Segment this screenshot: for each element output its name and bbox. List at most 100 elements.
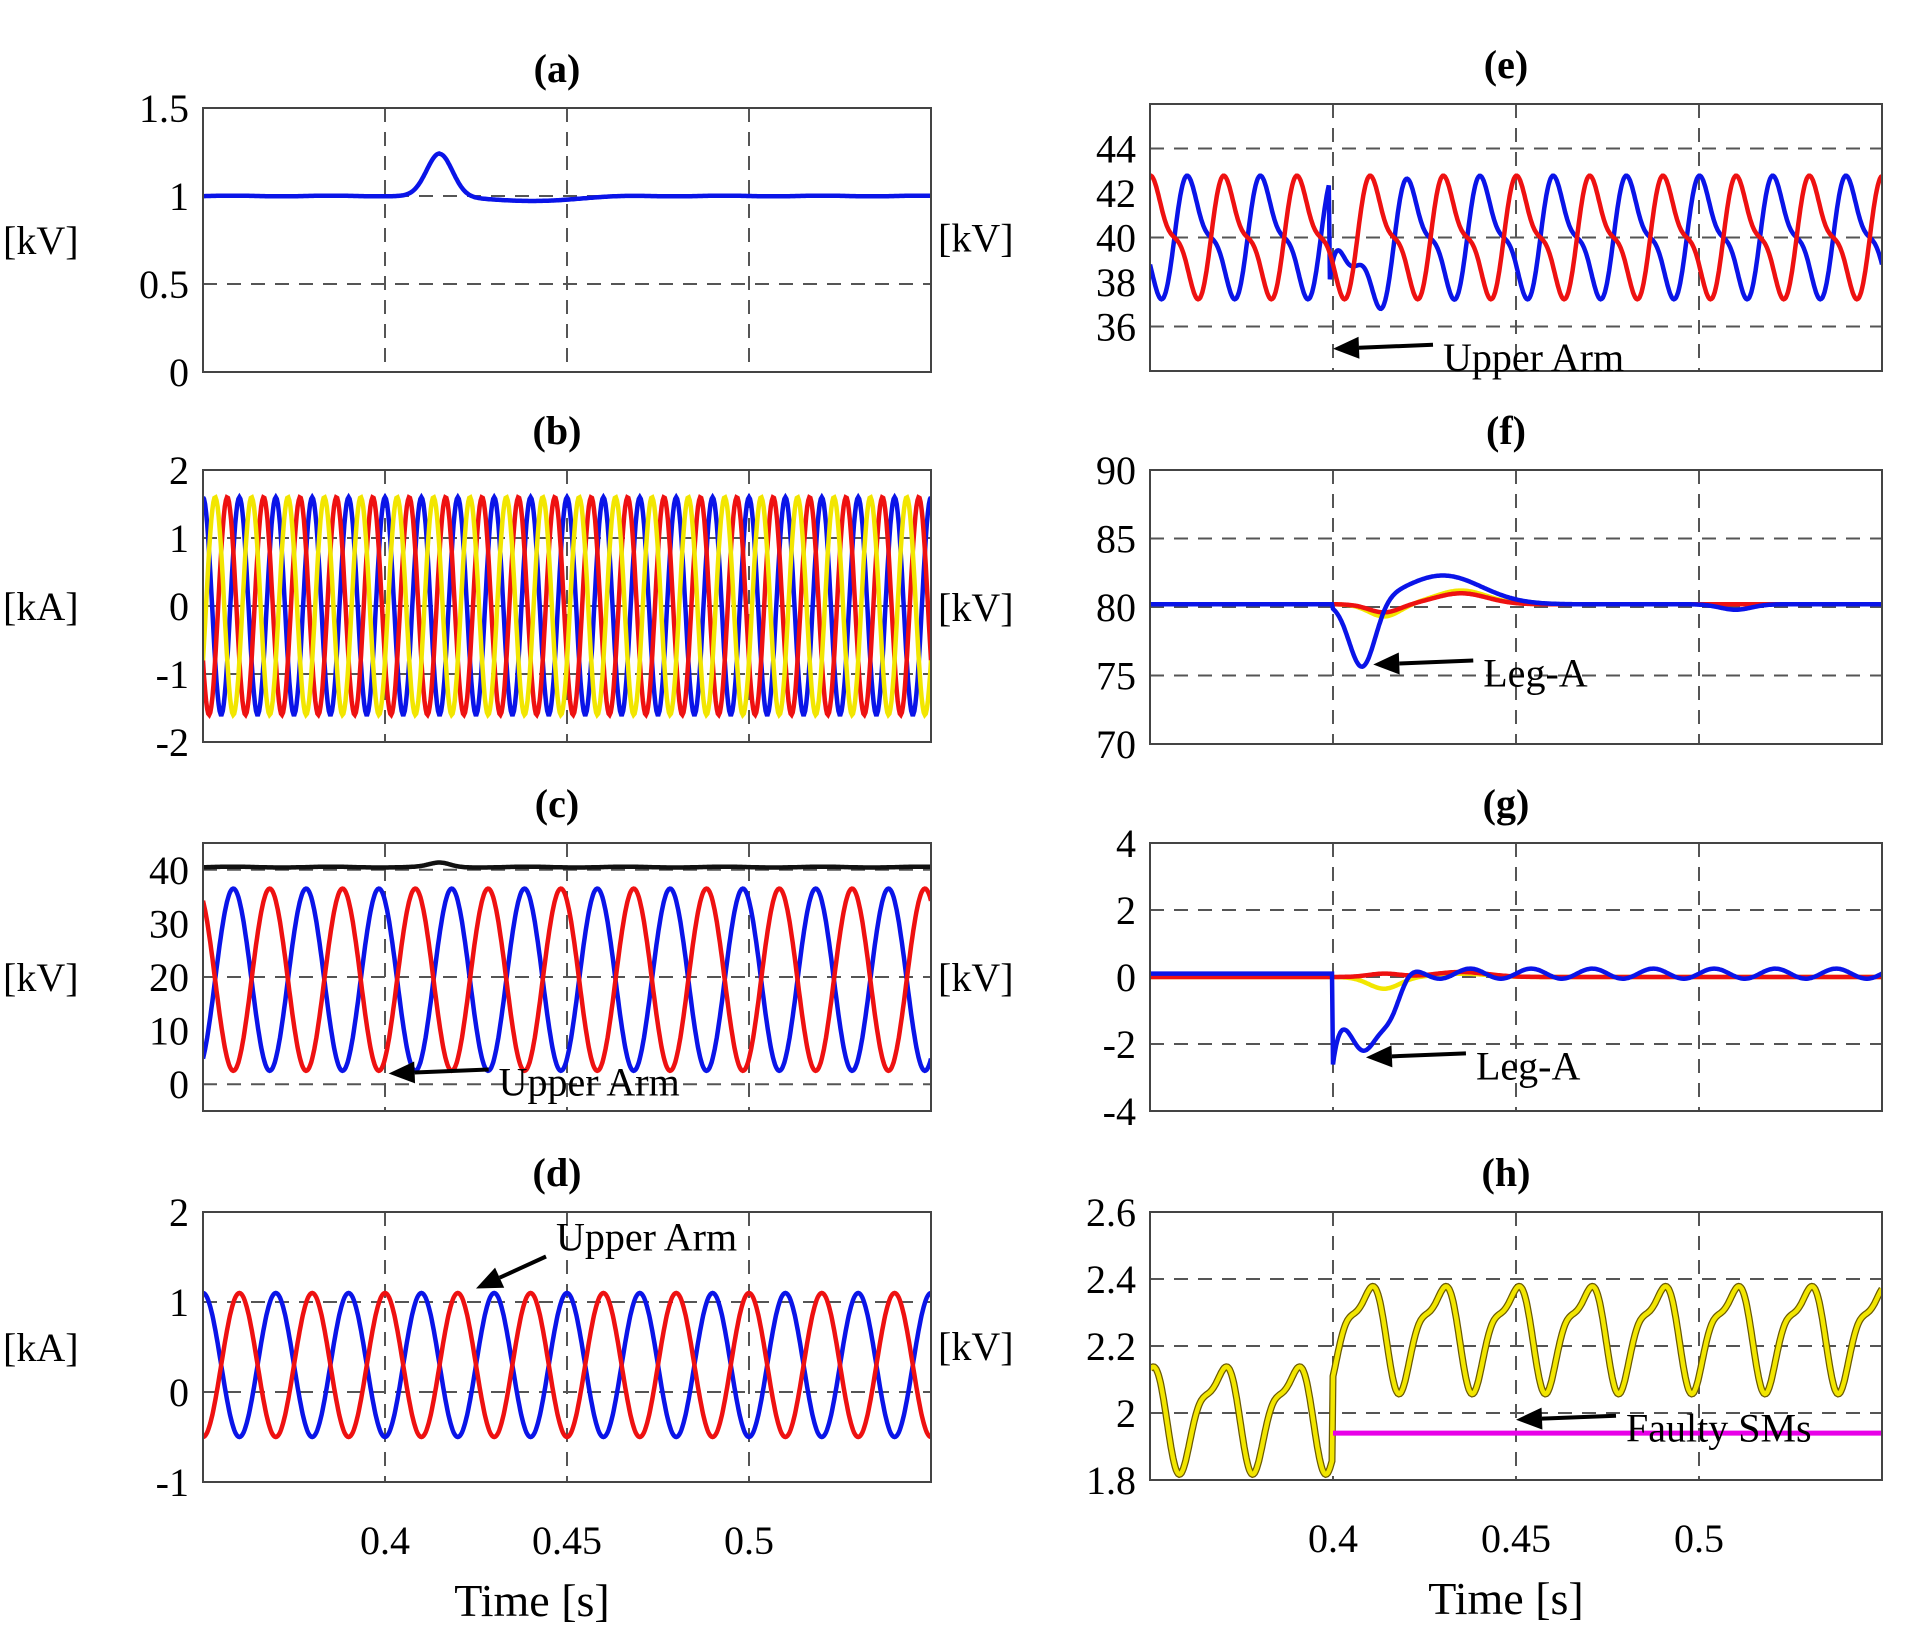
series-leg-b — [1150, 969, 1882, 980]
series-healthy-sms — [1150, 1284, 1882, 1477]
x-tick-label: 0.5 — [724, 1518, 774, 1563]
y-tick-label: 0 — [169, 350, 189, 395]
y-tick-label: 44 — [1096, 127, 1136, 172]
y-axis-label: [kA] — [3, 1325, 79, 1370]
panel-f: (f) [kV] 70 75 80 85 90 Leg-A — [938, 408, 1883, 767]
y-tick-label: 0 — [1116, 955, 1136, 1000]
x-axis-label: Time [s] — [454, 1575, 610, 1626]
y-axis-label: [kV] — [938, 1324, 1014, 1369]
x-axis-label: Time [s] — [1428, 1573, 1584, 1624]
y-tick-label: 2.4 — [1086, 1257, 1136, 1302]
annotation-label: Leg-A — [1483, 651, 1588, 696]
y-tick-label: 0 — [169, 1062, 189, 1107]
annotation-arrow-line — [1541, 1413, 1617, 1421]
series-phase-c — [203, 494, 931, 719]
panel-d: (d) [kA] -1 0 1 2 0.4 0.45 0.5 Time [s] Upper Arm — [3, 1150, 932, 1626]
series-lower-arm — [203, 886, 931, 1074]
annotation-label: Upper Arm — [499, 1059, 680, 1104]
y-tick-label: -1 — [156, 652, 189, 697]
plot-frame — [1149, 103, 1883, 372]
y-tick-label: 75 — [1096, 654, 1136, 699]
y-tick-label: 40 — [149, 848, 189, 893]
panel-title: (a) — [534, 46, 581, 91]
panel-title: (d) — [533, 1150, 582, 1195]
y-tick-label: 42 — [1096, 171, 1136, 216]
y-tick-label: 1 — [169, 516, 189, 561]
y-tick-label: 2 — [1116, 888, 1136, 933]
y-tick-label: 1.8 — [1086, 1458, 1136, 1503]
y-tick-label: -2 — [1103, 1022, 1136, 1067]
y-tick-label: 85 — [1096, 517, 1136, 562]
annotation-label: Upper Arm — [1443, 335, 1624, 380]
x-tick-label: 0.45 — [1481, 1516, 1551, 1561]
y-tick-label: 2 — [169, 1190, 189, 1235]
y-tick-label: 0 — [169, 584, 189, 629]
plot-frame — [202, 469, 932, 743]
panel-h: (h) [kV] 1.8 2 2.2 2.4 2.6 0.4 0.45 0.5 Time [s] Fa… — [938, 1150, 1883, 1624]
annotation-arrowhead — [1365, 1045, 1393, 1068]
annotation-arrow-line — [1358, 342, 1434, 350]
series-lower-arm — [1150, 173, 1882, 302]
annotation-arrowhead — [1333, 336, 1360, 359]
y-tick-label: 80 — [1096, 585, 1136, 630]
y-tick-label: 2 — [169, 448, 189, 493]
y-tick-label: -1 — [156, 1460, 189, 1505]
annotation-label: Faulty SMs — [1626, 1406, 1812, 1451]
panel-title: (c) — [535, 781, 579, 826]
panel-title: (e) — [1484, 42, 1528, 87]
x-tick-label: 0.4 — [1308, 1516, 1358, 1561]
annotation-arrow-line — [1399, 658, 1474, 666]
y-tick-label: 2.2 — [1086, 1324, 1136, 1369]
y-tick-label: 2 — [1116, 1391, 1136, 1436]
y-tick-label: 20 — [149, 955, 189, 1000]
annotation-arrow-line — [498, 1254, 547, 1280]
y-tick-label: 1 — [169, 1280, 189, 1325]
series-upper-arm — [1150, 173, 1882, 312]
plot-frame — [1149, 469, 1883, 745]
y-axis-label: [kV] — [938, 955, 1014, 1000]
x-tick-label: 0.5 — [1674, 1516, 1724, 1561]
series-leg-a — [1150, 966, 1882, 1065]
series-upper-arm — [203, 1290, 931, 1440]
y-tick-label: -2 — [156, 720, 189, 765]
y-tick-label: 2.6 — [1086, 1190, 1136, 1235]
y-tick-label: -4 — [1103, 1089, 1136, 1134]
y-tick-label: 0.5 — [139, 262, 189, 307]
plot-frame — [202, 1211, 932, 1483]
x-tick-label: 0.45 — [532, 1518, 602, 1563]
y-axis-label: [kV] — [938, 585, 1014, 630]
annotation-arrow-line — [1391, 1051, 1467, 1059]
plot-frame — [1149, 1211, 1883, 1481]
panel-b: (b) [kA] -2 -1 0 1 2 — [3, 408, 932, 765]
panel-title: (h) — [1482, 1150, 1531, 1195]
annotation-arrow-line — [414, 1067, 489, 1075]
series-lower-arm — [203, 1290, 931, 1440]
panel-a: (a) [kV] 0 0.5 1 1.5 — [3, 46, 932, 395]
y-tick-label: 10 — [149, 1009, 189, 1054]
panel-title: (g) — [1483, 781, 1530, 826]
y-tick-label: 70 — [1096, 722, 1136, 767]
annotation-arrowhead — [1516, 1407, 1543, 1430]
plot-frame — [202, 107, 932, 373]
annotation-label: Upper Arm — [556, 1215, 737, 1260]
annotation-arrowhead — [1373, 652, 1400, 675]
panel-c: (c) [kV] 0 10 20 30 40 Upper Arm — [3, 781, 932, 1112]
y-tick-label: 0 — [169, 1370, 189, 1415]
panel-title: (b) — [533, 408, 582, 453]
y-tick-label: 38 — [1096, 260, 1136, 305]
x-tick-label: 0.4 — [360, 1518, 410, 1563]
annotation-label: Leg-A — [1476, 1043, 1581, 1088]
plot-frame — [202, 842, 932, 1112]
panel-title: (f) — [1486, 408, 1526, 453]
y-axis-label: [kV] — [938, 216, 1014, 261]
annotation-arrowhead — [388, 1061, 416, 1084]
y-tick-label: 36 — [1096, 305, 1136, 350]
series-leg-a — [1150, 573, 1882, 669]
y-tick-label: 1.5 — [139, 86, 189, 131]
series-sum — [203, 860, 931, 870]
y-axis-label: [kV] — [3, 955, 79, 1000]
y-axis-label: [kA] — [3, 584, 79, 629]
series-voltage — [203, 151, 931, 204]
